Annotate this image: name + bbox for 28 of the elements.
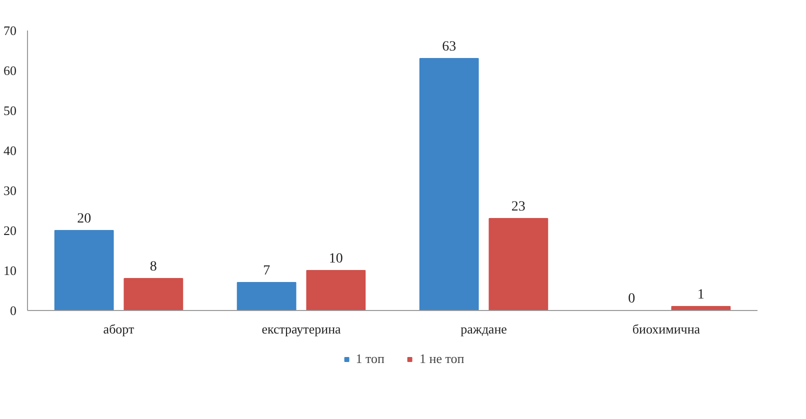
data-label: 10 xyxy=(328,252,343,266)
y-tick-label: 20 xyxy=(4,223,16,238)
bar xyxy=(488,218,548,310)
bar xyxy=(236,282,296,310)
legend-label: 1 не топ xyxy=(420,351,464,367)
x-tick-label: екстраутерина xyxy=(262,322,342,336)
bar xyxy=(306,270,366,310)
y-tick-label: 10 xyxy=(4,263,16,278)
bar xyxy=(124,278,184,310)
data-label: 23 xyxy=(511,200,526,214)
data-label: 20 xyxy=(77,212,92,226)
data-label: 63 xyxy=(442,40,456,54)
x-tick-label: раждане xyxy=(460,322,508,336)
y-tick-label: 40 xyxy=(4,143,16,158)
data-label: 0 xyxy=(628,292,636,306)
data-label: 1 xyxy=(697,288,704,302)
y-tick-label: 60 xyxy=(4,63,16,78)
legend-label: 1 топ xyxy=(356,351,385,367)
y-tick-label: 50 xyxy=(4,103,16,118)
y-tick-label: 70 xyxy=(4,23,16,38)
x-tick-label: аборт xyxy=(103,322,135,336)
bar xyxy=(54,230,114,310)
bar xyxy=(419,58,479,310)
data-label: 8 xyxy=(150,260,157,274)
y-tick-label: 0 xyxy=(10,303,16,318)
data-label: 7 xyxy=(263,264,270,278)
x-tick-label: биохимична xyxy=(632,322,700,336)
y-tick-label: 30 xyxy=(4,183,16,198)
